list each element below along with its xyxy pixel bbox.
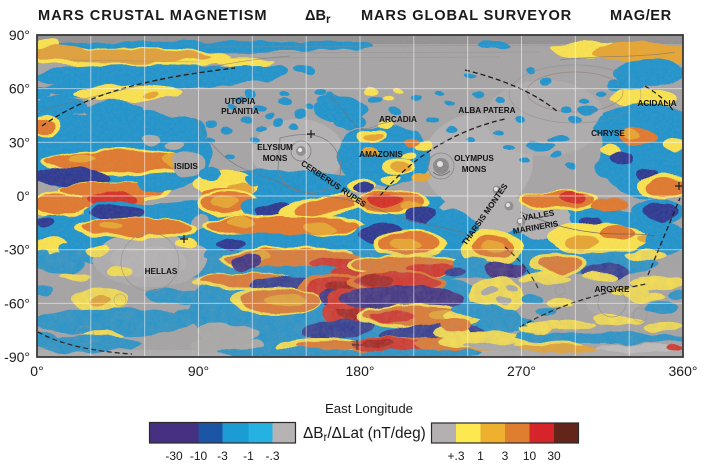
svg-text:OLYMPUS: OLYMPUS (454, 154, 494, 163)
svg-text:PLANITIA: PLANITIA (221, 107, 259, 116)
svg-text:360°: 360° (669, 363, 698, 379)
svg-text:MONS: MONS (462, 165, 487, 174)
svg-text:ARGYRE: ARGYRE (594, 285, 630, 294)
svg-text:MONS: MONS (263, 154, 288, 163)
svg-text:MARS CRUSTAL MAGNETISM: MARS CRUSTAL MAGNETISM (38, 8, 268, 24)
svg-text:90°: 90° (9, 27, 30, 43)
svg-text:MAG/ER: MAG/ER (610, 8, 672, 24)
svg-text:MARS GLOBAL SURVEYOR: MARS GLOBAL SURVEYOR (361, 8, 572, 24)
svg-text:AMAZONIS: AMAZONIS (359, 150, 403, 159)
svg-text:1: 1 (477, 449, 484, 463)
svg-text:10: 10 (523, 449, 537, 463)
svg-text:ΔBr/ΔLat (nT/deg): ΔBr/ΔLat (nT/deg) (303, 425, 426, 444)
svg-text:ISIDIS: ISIDIS (174, 162, 198, 171)
svg-text:-1: -1 (243, 449, 254, 463)
svg-text:HELLAS: HELLAS (145, 267, 178, 276)
svg-text:90°: 90° (188, 363, 209, 379)
svg-text:30: 30 (547, 449, 561, 463)
svg-text:ACIDALIA: ACIDALIA (637, 99, 676, 108)
svg-text:3: 3 (502, 449, 509, 463)
svg-text:ALBA PATERA: ALBA PATERA (458, 106, 515, 115)
svg-text:30°: 30° (9, 134, 30, 150)
svg-text:-3: -3 (217, 449, 228, 463)
svg-text:270°: 270° (507, 363, 536, 379)
svg-text:East Longitude: East Longitude (325, 401, 413, 416)
svg-text:-30°: -30° (4, 242, 30, 258)
svg-text:CHRYSE: CHRYSE (591, 129, 625, 138)
svg-text:-90°: -90° (4, 349, 30, 365)
svg-text:UTOPIA: UTOPIA (225, 97, 256, 106)
svg-text:ELYSIUM: ELYSIUM (257, 143, 293, 152)
svg-text:-.3: -.3 (265, 449, 279, 463)
svg-text:-10: -10 (190, 449, 208, 463)
svg-text:60°: 60° (9, 81, 30, 97)
svg-text:ARCADIA: ARCADIA (379, 115, 417, 124)
svg-text:180°: 180° (346, 363, 375, 379)
svg-text:+.3: +.3 (447, 449, 464, 463)
svg-text:-60°: -60° (4, 295, 30, 311)
svg-text:ΔBr: ΔBr (305, 8, 331, 26)
svg-text:-30: -30 (165, 449, 183, 463)
svg-text:0°: 0° (30, 363, 43, 379)
svg-text:0°: 0° (17, 188, 30, 204)
